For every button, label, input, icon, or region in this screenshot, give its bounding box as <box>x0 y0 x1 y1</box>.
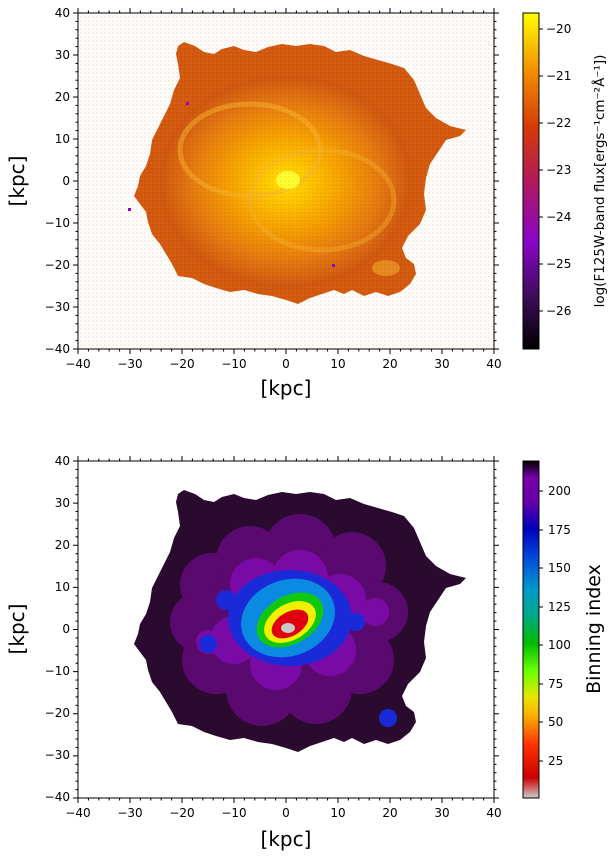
colorbar-tick-label: −21 <box>546 69 571 83</box>
bottom-bin-center <box>281 623 295 633</box>
y-tick-label: 0 <box>62 174 70 188</box>
colorbar-tick-label: 150 <box>548 561 571 575</box>
y-tick-label: −40 <box>45 790 70 804</box>
colorbar-tick-label: 125 <box>548 600 571 614</box>
bottom-colorbar-tick-labels: 200 175 150 125 100 75 50 25 <box>548 484 571 768</box>
x-tick-label: −30 <box>117 806 142 820</box>
x-tick-label: −10 <box>221 357 246 371</box>
y-tick-label: 40 <box>55 454 70 468</box>
colorbar-tick-label: 175 <box>548 523 571 537</box>
top-y-tick-labels: 40 30 20 10 0 −10 −20 −30 −40 <box>45 6 70 356</box>
y-tick-label: 10 <box>55 580 70 594</box>
x-tick-label: −40 <box>65 357 90 371</box>
top-colorbar-title: log(F125W-band flux[ergs⁻¹cm⁻²Å⁻¹]) <box>591 55 608 308</box>
top-image <box>78 13 494 349</box>
bottom-panel: −40 −30 −20 −10 0 10 20 30 40 40 30 20 1… <box>5 454 605 851</box>
x-tick-label: −40 <box>65 806 90 820</box>
top-panel: −40 −30 −20 −10 0 10 20 30 40 40 30 20 1… <box>5 6 608 400</box>
y-tick-label: −30 <box>45 300 70 314</box>
colorbar-tick-label: 25 <box>548 754 563 768</box>
x-tick-label: 0 <box>282 806 290 820</box>
x-tick-label: 0 <box>282 357 290 371</box>
x-tick-label: −10 <box>221 806 246 820</box>
bottom-y-tick-labels: 40 30 20 10 0 −10 −20 −30 −40 <box>45 454 70 804</box>
y-tick-label: −40 <box>45 342 70 356</box>
colorbar-tick-label: 75 <box>548 677 563 691</box>
x-tick-label: 40 <box>486 357 501 371</box>
y-tick-label: −10 <box>45 216 70 230</box>
x-tick-label: 10 <box>330 357 345 371</box>
y-tick-label: −20 <box>45 258 70 272</box>
bottom-x-tick-labels: −40 −30 −20 −10 0 10 20 30 40 <box>65 806 501 820</box>
bottom-colorbar <box>522 460 540 799</box>
y-tick-label: 20 <box>55 538 70 552</box>
x-tick-label: −30 <box>117 357 142 371</box>
colorbar-tick-label: −26 <box>546 304 571 318</box>
y-tick-label: −10 <box>45 664 70 678</box>
y-tick-label: 30 <box>55 496 70 510</box>
colorbar-tick-label: −20 <box>546 22 571 36</box>
bottom-y-axis-title: [kpc] <box>5 604 29 655</box>
x-tick-label: −20 <box>169 357 194 371</box>
colorbar-tick-label: −25 <box>546 257 571 271</box>
bottom-colorbar-ticks <box>539 490 543 762</box>
x-tick-label: 20 <box>382 357 397 371</box>
top-axis-ticks <box>73 8 499 354</box>
top-y-axis-title: [kpc] <box>5 156 29 207</box>
top-colorbar-tick-labels: −20 −21 −22 −23 −24 −25 −26 <box>546 22 571 318</box>
y-tick-label: 40 <box>55 6 70 20</box>
top-x-axis-title: [kpc] <box>261 376 312 400</box>
bottom-x-axis-title: [kpc] <box>261 827 312 851</box>
bottom-image <box>134 490 466 752</box>
top-x-tick-labels: −40 −30 −20 −10 0 10 20 30 40 <box>65 357 501 371</box>
colorbar-tick-label: 100 <box>548 638 571 652</box>
colorbar-tick-label: 200 <box>548 484 571 498</box>
y-tick-label: 30 <box>55 48 70 62</box>
y-tick-label: −30 <box>45 748 70 762</box>
x-tick-label: 20 <box>382 806 397 820</box>
colorbar-tick-label: −23 <box>546 163 571 177</box>
colorbar-tick-label: −22 <box>546 116 571 130</box>
top-purple-dot <box>186 102 189 105</box>
top-purple-dot <box>128 208 131 211</box>
bottom-axis-ticks <box>73 456 499 803</box>
x-tick-label: 30 <box>434 806 449 820</box>
y-tick-label: 0 <box>62 622 70 636</box>
y-tick-label: 10 <box>55 132 70 146</box>
colorbar-tick-label: 50 <box>548 715 563 729</box>
top-purple-dot <box>332 264 335 267</box>
x-tick-label: 10 <box>330 806 345 820</box>
x-tick-label: −20 <box>169 806 194 820</box>
y-tick-label: −20 <box>45 706 70 720</box>
y-tick-label: 20 <box>55 90 70 104</box>
bottom-colorbar-title: Binning index <box>583 564 605 694</box>
top-colorbar-ticks <box>539 28 543 312</box>
x-tick-label: 30 <box>434 357 449 371</box>
colorbar-tick-label: −24 <box>546 210 571 224</box>
top-colorbar <box>522 12 540 350</box>
x-tick-label: 40 <box>486 806 501 820</box>
